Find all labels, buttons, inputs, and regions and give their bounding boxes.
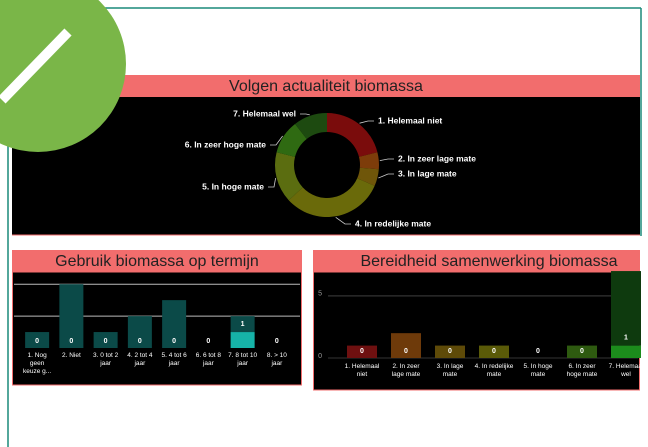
leader-line <box>379 158 394 162</box>
donut-segment <box>275 152 303 201</box>
donut-label: 3. In lage mate <box>398 168 457 178</box>
leader-line <box>300 113 310 116</box>
bar <box>435 345 465 358</box>
panel-title: Volgen actualiteit biomassa <box>229 78 423 95</box>
bar <box>59 284 84 348</box>
bar <box>391 333 421 358</box>
logo-stripe <box>0 28 72 104</box>
leader-line <box>270 135 283 146</box>
panel-title: Gebruik biomassa op termijn <box>55 253 259 270</box>
leader-line <box>378 173 394 179</box>
data-label: 0 <box>536 348 540 355</box>
y-tick-label: 0 <box>318 353 322 360</box>
data-label: 0 <box>275 338 279 345</box>
data-label: 0 <box>172 338 176 345</box>
donut-segment <box>358 152 379 170</box>
data-label: 0 <box>138 338 142 345</box>
x-tick-label: 1. Helemaal niet <box>344 363 380 378</box>
x-tick-label: 6. In zeer hoge mate <box>566 363 598 378</box>
donut-segment <box>295 113 327 139</box>
donut-label: 1. Helemaal niet <box>378 115 442 125</box>
bar <box>93 332 118 348</box>
data-label: 0 <box>404 348 408 355</box>
x-tick-label: 6. 6 tot 8 jaar <box>195 352 222 367</box>
data-label: 0 <box>69 338 73 345</box>
leader-line <box>268 177 277 188</box>
bar <box>567 345 597 358</box>
bar <box>230 332 255 348</box>
donut-label: 4. In redelijke mate <box>355 218 431 228</box>
data-label: 0 <box>35 338 39 345</box>
donut-segment <box>327 113 378 157</box>
title-bar <box>12 75 640 97</box>
data-label: 0 <box>492 348 496 355</box>
y-tick-label: 5 <box>318 291 322 298</box>
x-tick-label: 4. In redelijke mate <box>474 363 514 378</box>
bar <box>25 332 50 348</box>
leader-line <box>335 216 351 225</box>
bar <box>347 345 377 358</box>
logo <box>0 0 126 152</box>
data-label: 1 <box>241 321 245 328</box>
data-label: 1 <box>624 334 628 341</box>
x-tick-label: 8. > 10 jaar <box>266 352 287 367</box>
bar <box>611 345 641 358</box>
x-tick-label: 7. 8 tot 10 jaar <box>228 352 258 367</box>
panel <box>313 271 640 391</box>
data-label: 0 <box>448 348 452 355</box>
x-tick-label: 3. 0 tot 2 jaar <box>92 352 119 367</box>
leader-line <box>359 120 374 124</box>
x-tick-label: 3. In lage mate <box>436 363 464 378</box>
donut-segment <box>357 167 379 186</box>
bar <box>479 345 509 358</box>
title-bar <box>12 250 302 272</box>
donut-label: 2. In zeer lage mate <box>398 153 476 163</box>
x-tick-label: 7. Helemaal wel <box>608 363 644 378</box>
donut-segment <box>276 123 307 157</box>
data-label: 0 <box>580 348 584 355</box>
donut-label: 5. In hoge mate <box>202 181 264 191</box>
x-tick-label: 5. 4 tot 6 jaar <box>161 352 187 367</box>
x-tick-label: 5. In hoge mate <box>523 363 553 378</box>
x-tick-label: 2. Niet <box>61 352 81 359</box>
bar <box>230 316 255 333</box>
donut-label: 6. In zeer hoge mate <box>185 139 267 149</box>
donut-label: 7. Helemaal wel <box>233 108 296 118</box>
panel <box>12 271 302 386</box>
bar <box>611 271 641 346</box>
bar <box>162 300 187 348</box>
x-tick-label: 1. Nog geen keuze g... <box>23 352 52 375</box>
x-tick-label: 2. In zeer lage mate <box>391 363 421 378</box>
data-label: 0 <box>360 348 364 355</box>
data-label: 0 <box>104 338 108 345</box>
data-label: 0 <box>206 338 210 345</box>
bar <box>127 316 152 348</box>
donut-segment <box>288 178 375 217</box>
title-bar <box>313 250 640 272</box>
panel-title: Bereidheid samenwerking biomassa <box>360 253 617 270</box>
x-tick-label: 4. 2 tot 4 jaar <box>127 352 153 367</box>
